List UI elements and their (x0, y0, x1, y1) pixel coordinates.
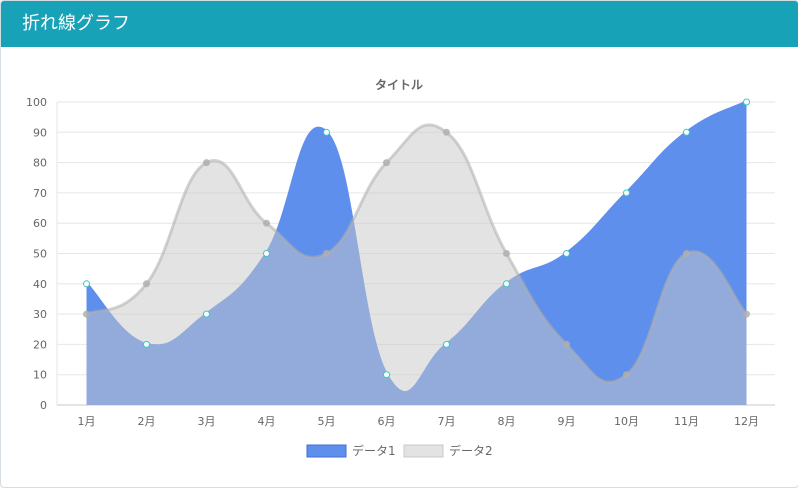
y-tick-label: 80 (33, 157, 47, 170)
legend: データ1 データ2 (306, 443, 493, 458)
y-tick-label: 100 (26, 96, 47, 109)
y-tick-label: 60 (33, 217, 47, 230)
series-1-point[interactable] (323, 128, 330, 136)
series-1-point[interactable] (503, 280, 510, 288)
legend-label-2[interactable]: データ2 (449, 443, 493, 458)
series-2-point[interactable] (323, 250, 330, 257)
series-2-point[interactable] (263, 219, 270, 227)
y-axis: 0 10 20 30 40 50 60 70 80 90 100 (26, 96, 47, 412)
legend-swatch-2[interactable] (403, 444, 444, 458)
y-tick-label: 20 (33, 338, 47, 351)
card-header: 折れ線グラフ (1, 1, 798, 47)
series-2-line (85, 123, 748, 384)
series-1-point[interactable] (683, 128, 690, 136)
x-tick-label: 11月 (674, 415, 699, 428)
series-1-point[interactable] (263, 250, 270, 257)
series-1-point[interactable] (143, 340, 150, 348)
card-title: 折れ線グラフ (22, 13, 130, 34)
series-2-point[interactable] (683, 250, 690, 257)
x-tick-label: 9月 (558, 415, 576, 428)
series-2-point[interactable] (563, 340, 570, 348)
series-2-point[interactable] (83, 310, 90, 318)
series-2-point[interactable] (743, 310, 750, 318)
y-tick-label: 70 (33, 187, 47, 200)
x-tick-label: 12月 (734, 415, 759, 428)
series-2-point[interactable] (503, 250, 510, 257)
series-2-point[interactable] (443, 128, 450, 136)
x-tick-label: 10月 (614, 415, 639, 428)
series-1-point[interactable] (203, 310, 210, 318)
series-layer (85, 100, 748, 406)
x-tick-label: 5月 (318, 415, 336, 428)
x-tick-label: 4月 (258, 415, 276, 428)
series-1-point[interactable] (743, 98, 750, 106)
y-tick-label: 90 (33, 126, 47, 139)
x-tick-label: 2月 (138, 415, 156, 428)
y-tick-label: 30 (33, 308, 47, 321)
series-2-point[interactable] (203, 159, 210, 167)
series-1-point[interactable] (623, 189, 630, 197)
series-1-point[interactable] (83, 280, 90, 288)
y-tick-label: 40 (33, 278, 47, 291)
series-2-area (86, 124, 747, 406)
x-tick-label: 1月 (78, 415, 96, 428)
x-tick-label: 7月 (438, 415, 456, 428)
y-tick-label: 0 (40, 399, 47, 412)
line-chart: タイトル 0 10 20 30 40 50 60 70 80 90 100 1月 2月 3月 4月 5月 6月… (26, 78, 775, 458)
legend-swatch-1[interactable] (306, 444, 347, 458)
x-tick-label: 6月 (378, 415, 396, 428)
series-1-point[interactable] (443, 340, 450, 348)
points-layer (83, 98, 750, 379)
series-1-point[interactable] (383, 371, 390, 379)
chart-title: タイトル (375, 78, 423, 92)
x-tick-label: 3月 (198, 415, 216, 428)
series-2-point[interactable] (623, 371, 630, 379)
y-tick-label: 50 (33, 248, 47, 261)
y-tick-label: 10 (33, 369, 47, 382)
x-axis: 1月 2月 3月 4月 5月 6月 7月 8月 9月 10月 11月 12月 (78, 415, 760, 428)
series-2-point[interactable] (383, 159, 390, 167)
x-tick-label: 8月 (498, 415, 516, 428)
series-1-point[interactable] (563, 250, 570, 257)
series-2-point[interactable] (143, 280, 150, 288)
legend-label-1[interactable]: データ1 (352, 443, 396, 458)
